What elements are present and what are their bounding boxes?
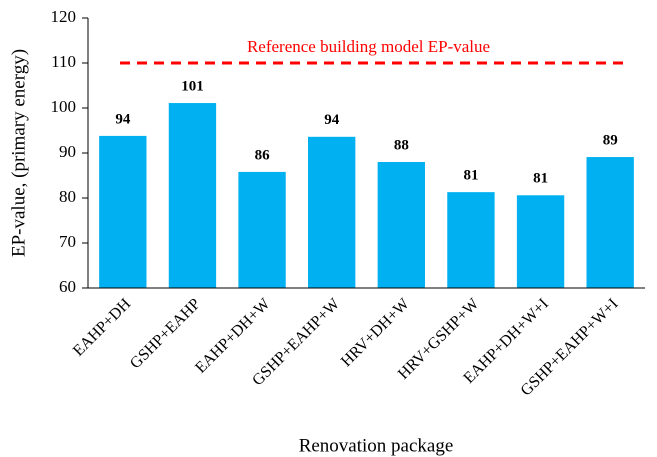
bar (586, 157, 634, 288)
y-tick-label: 120 (51, 7, 77, 26)
x-axis-title: Renovation package (299, 435, 454, 456)
x-tick-label: GSHP+EAHP (127, 295, 204, 372)
y-tick-label: 110 (51, 52, 76, 71)
y-tick-label: 100 (51, 97, 77, 116)
y-axis-title: EP-value, (primary energy) (8, 49, 29, 257)
value-label: 86 (255, 147, 271, 163)
y-tick-label: 70 (59, 232, 76, 251)
value-label: 94 (324, 112, 340, 128)
value-label: 94 (115, 111, 131, 127)
bar (516, 195, 565, 288)
bar (168, 103, 217, 288)
value-label: 89 (603, 132, 618, 148)
bar (377, 162, 425, 288)
y-tick-label: 60 (59, 277, 76, 296)
value-label: 81 (463, 168, 478, 184)
value-label: 101 (181, 78, 204, 94)
value-label: 88 (394, 137, 409, 153)
bar (99, 135, 147, 288)
bar (238, 171, 286, 288)
x-tick-label: EAHP+DH (70, 295, 135, 360)
x-tick-label: HRV+DH+W (338, 295, 413, 370)
value-label: 81 (533, 171, 548, 187)
y-tick-label: 90 (59, 142, 76, 161)
bar (447, 192, 495, 288)
reference-label: Reference building model EP-value (247, 37, 490, 56)
bar (308, 136, 356, 288)
y-tick-label: 80 (59, 187, 76, 206)
